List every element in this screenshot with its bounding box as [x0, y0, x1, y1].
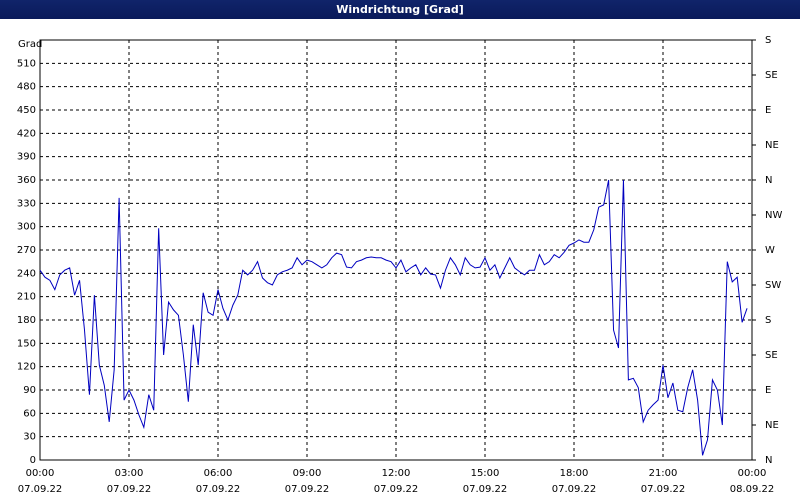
y2-tick-label: S [765, 315, 771, 326]
y-tick-label: 120 [17, 362, 36, 373]
y-tick-label: 300 [17, 222, 36, 233]
y2-tick-label: SE [765, 70, 778, 81]
y-tick-label: 360 [17, 175, 36, 186]
x-tick-label: 09:00 07.09.22 [285, 468, 330, 495]
y2-tick-label: N [765, 455, 772, 466]
y2-tick-label: S [765, 35, 771, 46]
y-tick-label: 240 [17, 268, 36, 279]
x-tick-label: 12:00 07.09.22 [374, 468, 419, 495]
title-bar: Windrichtung [Grad] [0, 0, 800, 19]
x-tick-label: 18:00 07.09.22 [552, 468, 597, 495]
data-line [39, 179, 748, 456]
y-tick-label: 510 [17, 58, 36, 69]
x-tick-label: 00:00 08.09.22 [730, 468, 775, 495]
y2-tick-label: NW [765, 210, 782, 221]
x-tick-label: 06:00 07.09.22 [196, 468, 241, 495]
y-tick-label: 210 [17, 292, 36, 303]
x-tick-label: 00:00 07.09.22 [18, 468, 63, 495]
y2-tick-label: SW [765, 280, 781, 291]
x-tick-label: 03:00 07.09.22 [107, 468, 152, 495]
y-tick-label: 150 [17, 338, 36, 349]
y-tick-label: 420 [17, 128, 36, 139]
y-tick-label: 30 [23, 432, 36, 443]
x-tick-label: 15:00 07.09.22 [463, 468, 508, 495]
y2-tick-label: N [765, 175, 772, 186]
y-tick-label: 90 [23, 385, 36, 396]
y-tick-label: 390 [17, 152, 36, 163]
y2-tick-label: NE [765, 420, 779, 431]
y-tick-label: 270 [17, 245, 36, 256]
x-tick-label: 21:00 07.09.22 [641, 468, 686, 495]
y2-tick-label: E [765, 105, 771, 116]
y-tick-label: 330 [17, 198, 36, 209]
y2-tick-label: W [765, 245, 775, 256]
y-tick-label: 0 [30, 455, 36, 466]
y-tick-label: 180 [17, 315, 36, 326]
y-axis-unit: Grad [18, 39, 42, 50]
y2-tick-label: NE [765, 140, 779, 151]
y-tick-label: 450 [17, 105, 36, 116]
y2-tick-label: SE [765, 350, 778, 361]
y-tick-label: 480 [17, 82, 36, 93]
y2-tick-label: E [765, 385, 771, 396]
y-tick-label: 60 [23, 408, 36, 419]
